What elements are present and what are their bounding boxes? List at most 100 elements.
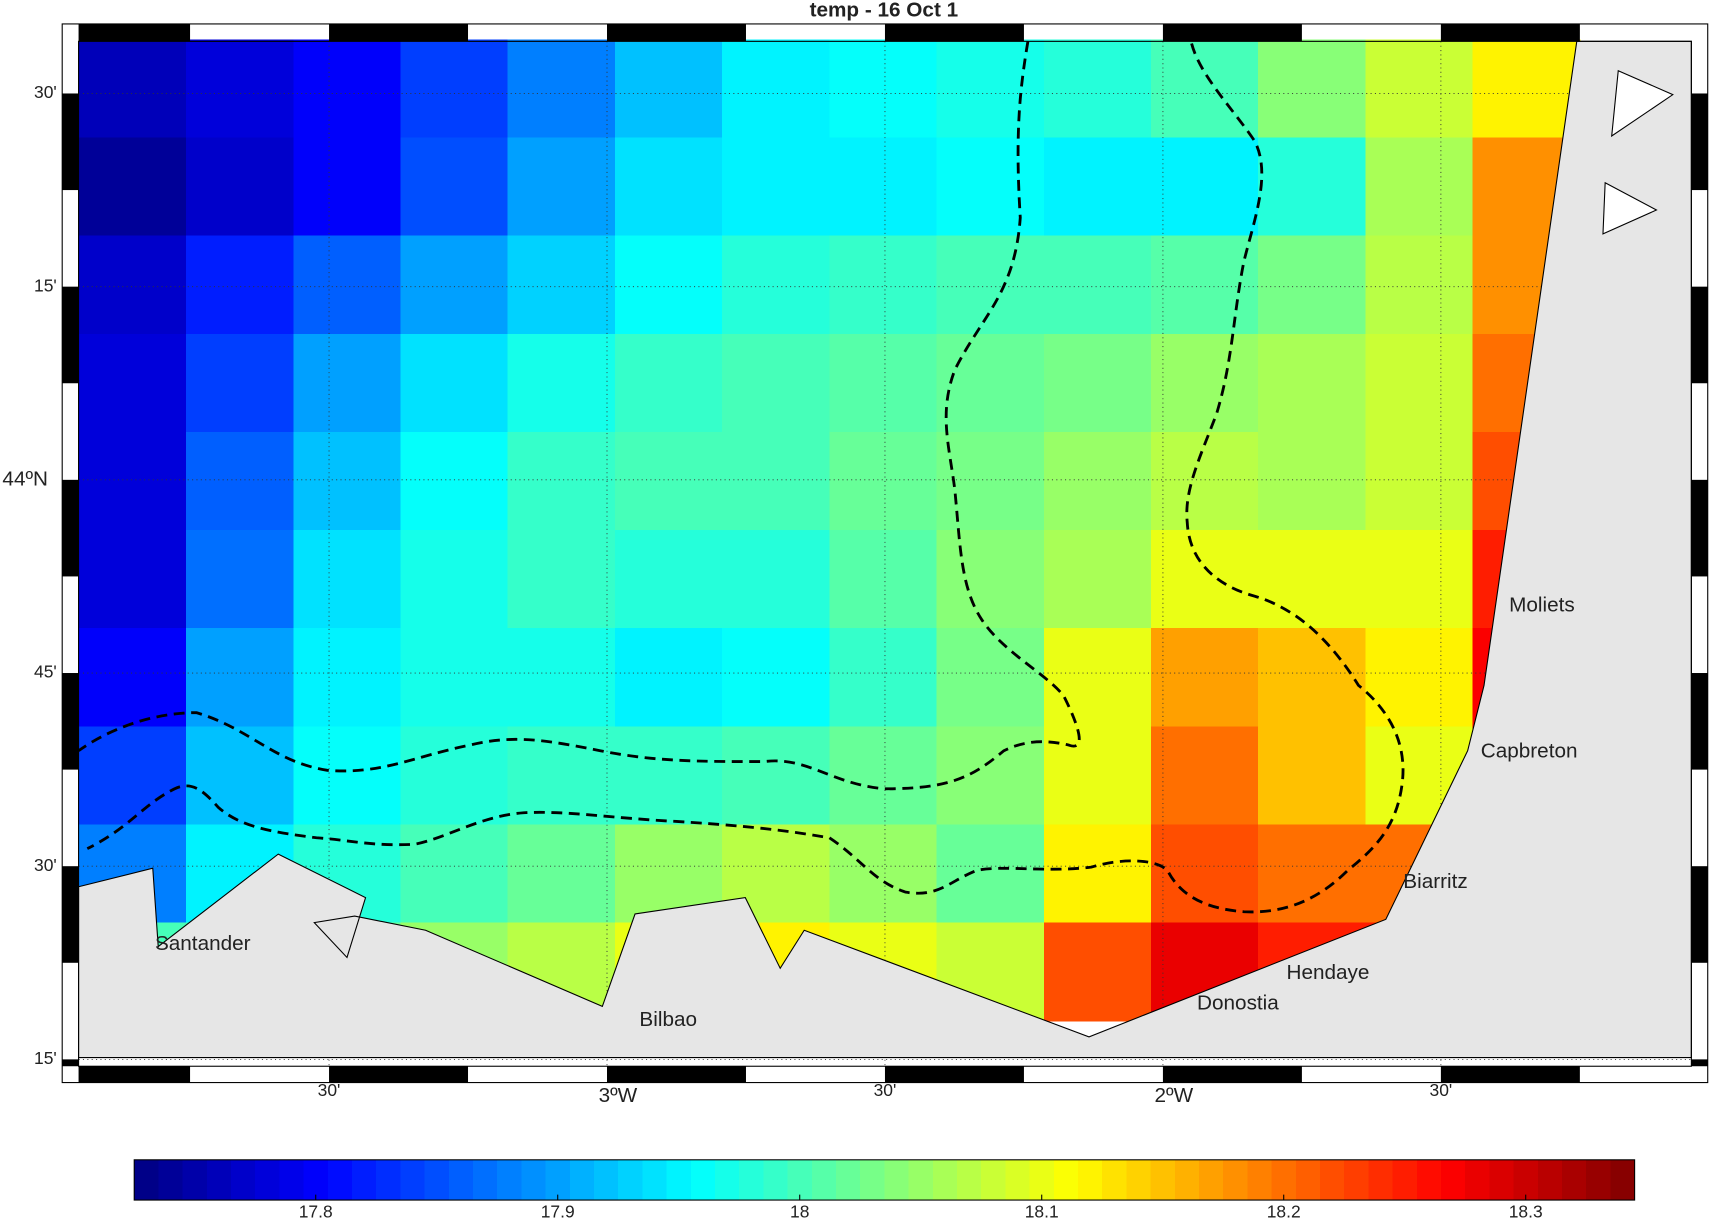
- field-cell: [722, 137, 831, 237]
- field-cell: [1043, 530, 1152, 629]
- field-cell: [936, 235, 1045, 335]
- colorbar-step: [424, 1159, 450, 1201]
- frame-block: [329, 1066, 469, 1083]
- field-cell: [186, 235, 294, 335]
- field-cell: [829, 39, 938, 139]
- colorbar-step: [739, 1159, 764, 1201]
- field-cell: [293, 235, 402, 335]
- colorbar-step: [1174, 1159, 1200, 1201]
- colorbar-step: [1368, 1159, 1394, 1201]
- colorbar-tick-label: 18.1: [1025, 1202, 1059, 1222]
- field-cell: [186, 628, 294, 727]
- field-cell: [186, 431, 294, 531]
- field-cell: [1043, 431, 1152, 531]
- field-cell: [1151, 530, 1259, 629]
- field-cell: [829, 628, 938, 727]
- frame-block: [1691, 479, 1708, 577]
- field-cell: [507, 39, 616, 139]
- field-cell: [1258, 39, 1367, 139]
- field-cell: [722, 235, 831, 335]
- frame-block: [1691, 866, 1708, 963]
- frame-block: [1691, 93, 1708, 191]
- field-cell: [1043, 137, 1152, 237]
- colorbar-step: [134, 1159, 159, 1201]
- colorbar-tick-label: 17.8: [299, 1202, 333, 1222]
- place-label: Bilbao: [639, 1008, 697, 1031]
- field-cell: [1258, 333, 1367, 433]
- colorbar-tick-label: 18: [790, 1202, 809, 1222]
- colorbar-step: [400, 1159, 426, 1201]
- contour: [77, 41, 1081, 791]
- field-cell: [400, 431, 509, 531]
- field-cell: [1472, 39, 1581, 139]
- field-cell: [78, 726, 187, 826]
- colorbar-step: [715, 1159, 740, 1201]
- colorbar-step: [1029, 1159, 1055, 1201]
- frame-block: [607, 23, 746, 42]
- frame-block: [78, 23, 191, 42]
- x-tick-label: 30': [1430, 1080, 1453, 1100]
- field-cell: [1043, 922, 1152, 1022]
- colorbar-step: [1199, 1159, 1224, 1201]
- colorbar-step: [255, 1159, 280, 1201]
- colorbar-step: [569, 1159, 595, 1201]
- field-cell: [936, 824, 1045, 924]
- colorbar-step: [1537, 1159, 1563, 1201]
- colorbar-step: [860, 1159, 885, 1201]
- frame-block: [884, 1066, 1024, 1083]
- colorbar-outline: [133, 1159, 1636, 1201]
- colorbar: 17.8 17.9 18 18.1 18.2 18.3: [133, 1159, 1636, 1222]
- colorbar-step: [981, 1159, 1006, 1201]
- field-cell: [1258, 431, 1367, 531]
- field-cell: [78, 39, 187, 139]
- colorbar-step: [666, 1159, 692, 1201]
- colorbar-step: [303, 1159, 329, 1201]
- field-cell: [614, 530, 723, 629]
- field-cell: [722, 726, 831, 826]
- field-cell: [78, 235, 187, 335]
- colorbar-step: [182, 1159, 208, 1201]
- field-cell: [78, 431, 187, 531]
- field-cell: [1151, 726, 1259, 826]
- field-cell: [400, 235, 509, 335]
- y-tick-label: 30': [34, 855, 57, 875]
- colorbar-step: [158, 1159, 184, 1201]
- field-cell: [1151, 137, 1259, 237]
- field-cell: [186, 726, 294, 826]
- colorbar-step: [1465, 1159, 1490, 1201]
- colorbar-step: [1416, 1159, 1442, 1201]
- frame-block: [1691, 286, 1708, 384]
- colorbar-step: [1053, 1159, 1079, 1201]
- field-cell: [1365, 628, 1474, 727]
- field-cell: [1151, 824, 1259, 924]
- field-cell: [614, 333, 723, 433]
- colorbar-step: [1441, 1159, 1466, 1201]
- field-cell: [507, 431, 616, 531]
- field-cell: [722, 39, 831, 139]
- field-cell: [400, 824, 509, 924]
- island: [1611, 69, 1674, 138]
- field-cell: [936, 39, 1045, 139]
- field-cell: [400, 530, 509, 629]
- frame-block: [62, 286, 79, 384]
- field-cell: [614, 726, 723, 826]
- colorbar-step: [594, 1159, 619, 1201]
- field-cell: [1258, 530, 1367, 629]
- frame-block: [1440, 1066, 1580, 1083]
- frame-block: [1691, 1059, 1708, 1067]
- colorbar-step: [206, 1159, 232, 1201]
- colorbar-step: [231, 1159, 256, 1201]
- colorbar-step: [1489, 1159, 1515, 1201]
- colorbar-step: [1344, 1159, 1369, 1201]
- x-tick-label: 2ºW: [1155, 1084, 1194, 1107]
- frame-block: [62, 93, 79, 191]
- y-tick-label: 15': [34, 275, 57, 295]
- field-cell: [1043, 39, 1152, 139]
- field-cell: [78, 628, 187, 727]
- x-tick-label: 30': [318, 1080, 341, 1100]
- colorbar-step: [884, 1159, 910, 1201]
- field-cell: [936, 333, 1045, 433]
- field-cell: [1043, 628, 1152, 727]
- colorbar-step: [1005, 1159, 1031, 1201]
